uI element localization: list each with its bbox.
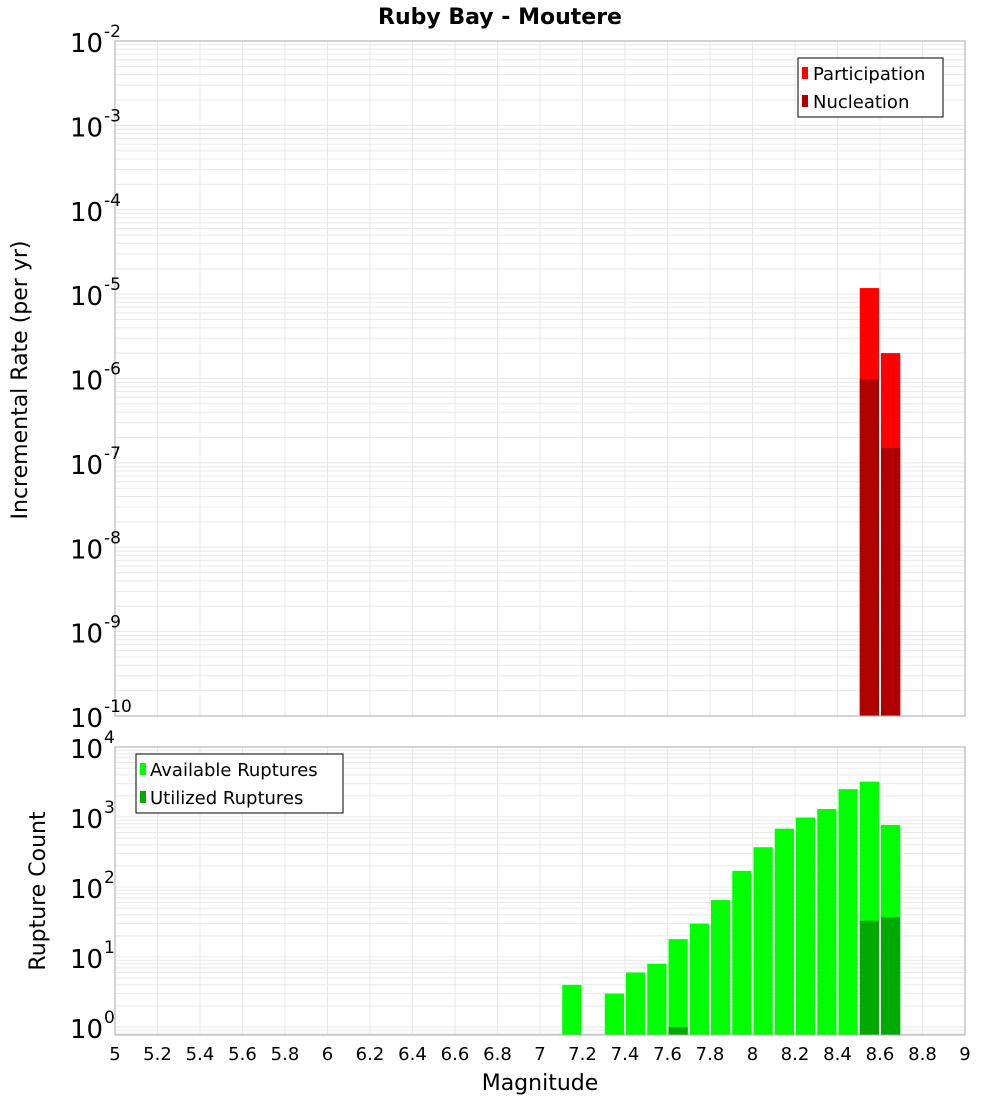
nucleation-swatch <box>802 95 808 107</box>
x-tick-label: 5.2 <box>143 1044 172 1065</box>
chart-title: Ruby Bay - Moutere <box>378 5 622 30</box>
count-bar-available-ruptures <box>817 809 837 1035</box>
x-tick-label: 8.2 <box>781 1044 810 1065</box>
count-y-axis-label: Rupture Count <box>26 811 51 971</box>
y-tick-label: 10 <box>70 735 103 765</box>
y-tick-label: 10 <box>70 1015 103 1045</box>
count-bar-available-ruptures <box>711 900 731 1035</box>
count-bar-available-ruptures <box>689 923 709 1035</box>
x-tick-label: 6.6 <box>441 1044 470 1065</box>
x-tick-label: 6.2 <box>356 1044 385 1065</box>
y-tick-label: 10 <box>70 805 103 835</box>
x-tick-label: 5.6 <box>228 1044 257 1065</box>
x-tick-label: 7.6 <box>653 1044 682 1065</box>
y-tick-label: 10 <box>70 367 103 397</box>
legend-available: Available Ruptures <box>150 760 318 781</box>
x-tick-label: 8.8 <box>908 1044 937 1065</box>
x-tick-label: 6.4 <box>398 1044 427 1065</box>
legend-utilized: Utilized Ruptures <box>150 788 303 809</box>
y-tick-exponent: -7 <box>104 444 121 464</box>
x-tick-label: 5 <box>109 1044 120 1065</box>
x-axis-label: Magnitude <box>482 1071 599 1096</box>
x-tick-label: 7.8 <box>696 1044 725 1065</box>
y-tick-exponent: 0 <box>104 1008 115 1028</box>
participation-swatch <box>802 67 808 79</box>
legend-participation: Participation <box>813 64 925 85</box>
x-tick-label: 7 <box>534 1044 545 1065</box>
y-tick-exponent: 3 <box>104 798 115 818</box>
rate-y-ticks: 10-210-310-410-510-610-710-810-910-10 <box>70 22 132 734</box>
rate-plot-frame <box>114 40 966 717</box>
y-tick-label: 10 <box>70 198 103 228</box>
y-tick-exponent: 2 <box>104 868 115 888</box>
y-tick-exponent: 1 <box>104 938 115 958</box>
y-tick-label: 10 <box>70 945 103 975</box>
y-tick-exponent: -6 <box>104 360 121 380</box>
x-tick-label: 7.2 <box>568 1044 597 1065</box>
rate-bar-nucleation <box>881 448 901 716</box>
x-tick-label: 6.8 <box>483 1044 512 1065</box>
y-tick-exponent: -2 <box>104 22 121 42</box>
x-tick-label: 6 <box>322 1044 333 1065</box>
x-tick-label: 5.4 <box>186 1044 215 1065</box>
y-tick-label: 10 <box>70 29 103 59</box>
y-tick-label: 10 <box>70 535 103 565</box>
count-legend: Available Ruptures Utilized Ruptures <box>135 753 344 814</box>
count-bar-available-ruptures <box>796 817 816 1035</box>
count-bar-utilized-ruptures <box>881 917 901 1035</box>
y-tick-label: 10 <box>70 704 103 734</box>
rate-y-axis-label: Incremental Rate (per yr) <box>8 241 33 520</box>
count-bar-utilized-ruptures <box>668 1027 688 1035</box>
rate-bars <box>859 288 901 716</box>
x-tick-label: 8.6 <box>866 1044 895 1065</box>
x-axis-ticks: 5 5.2 5.4 5.6 5.8 6 6.2 6.4 6.6 6.8 7 7.2 7.4 7.6 7.8 8… <box>109 1044 970 1065</box>
count-bar-available-ruptures <box>562 984 582 1035</box>
count-bar-available-ruptures <box>732 870 752 1035</box>
rate-panel: 10-210-310-410-510-610-710-810-910-10 In… <box>8 22 966 734</box>
x-tick-label: 9 <box>959 1044 970 1065</box>
x-tick-label: 8 <box>747 1044 758 1065</box>
y-tick-exponent: -3 <box>104 106 121 126</box>
rate-bar-nucleation <box>859 379 879 716</box>
y-tick-label: 10 <box>70 875 103 905</box>
y-tick-label: 10 <box>70 282 103 312</box>
count-plot-frame <box>114 746 966 1036</box>
count-bars <box>562 781 901 1035</box>
y-tick-exponent: -4 <box>104 191 121 211</box>
count-bar-utilized-ruptures <box>859 920 879 1035</box>
x-tick-label: 8.4 <box>823 1044 852 1065</box>
count-bar-available-ruptures <box>647 963 667 1035</box>
y-tick-exponent: -9 <box>104 613 121 633</box>
count-bar-available-ruptures <box>838 789 858 1035</box>
x-tick-label: 7.4 <box>611 1044 640 1065</box>
utilized-swatch <box>140 791 146 803</box>
y-tick-label: 10 <box>70 451 103 481</box>
legend-nucleation: Nucleation <box>813 92 909 113</box>
y-tick-exponent: 4 <box>104 728 115 748</box>
rate-grid <box>115 41 965 716</box>
count-bar-available-ruptures <box>774 828 794 1035</box>
y-tick-label: 10 <box>70 620 103 650</box>
count-bar-available-ruptures <box>604 993 624 1035</box>
count-bar-available-ruptures <box>668 939 688 1035</box>
x-tick-label: 5.8 <box>271 1044 300 1065</box>
count-bar-available-ruptures <box>753 847 773 1035</box>
y-tick-exponent: -10 <box>104 697 132 717</box>
y-tick-label: 10 <box>70 113 103 143</box>
rate-legend: Participation Nucleation <box>797 57 944 118</box>
available-swatch <box>140 763 146 775</box>
y-tick-exponent: -5 <box>104 275 121 295</box>
y-tick-exponent: -8 <box>104 528 121 548</box>
count-bar-available-ruptures <box>626 972 646 1035</box>
